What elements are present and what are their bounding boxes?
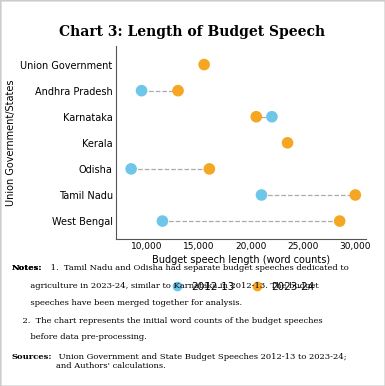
Point [258,192,264,198]
Text: Chart 3: Length of Budget Speech: Chart 3: Length of Budget Speech [59,25,326,39]
Point [253,113,259,120]
Legend: 2012-13, 2023-24: 2012-13, 2023-24 [163,278,318,296]
Y-axis label: Union Government/States: Union Government/States [6,80,16,206]
Text: Notes: 1.  Tamil Nadu and Odisha had separate budget speeches dedicated to: Notes: 1. Tamil Nadu and Odisha had sepa… [12,264,340,273]
Point [175,88,181,94]
Point [269,113,275,120]
Text: Notes:: Notes: [12,264,42,273]
Text: 2.  The chart represents the initial word counts of the budget speeches: 2. The chart represents the initial word… [12,317,322,325]
Point [128,166,134,172]
Text: before data pre-processing.: before data pre-processing. [12,333,146,341]
Text: Sources:: Sources: [12,353,52,361]
Text: speeches have been merged together for analysis.: speeches have been merged together for a… [12,299,242,307]
Point [139,88,145,94]
Point [352,192,358,198]
Text: agriculture in 2023-24, similar to Karnataka in 2012-13. The budget: agriculture in 2023-24, similar to Karna… [12,282,318,290]
Point [159,218,166,224]
Point [206,166,213,172]
Point [336,218,343,224]
Text: Notes:: Notes: [12,264,42,273]
Point [201,61,207,68]
Text: 1.  Tamil Nadu and Odisha had separate budget speeches dedicated to: 1. Tamil Nadu and Odisha had separate bu… [48,264,349,273]
X-axis label: Budget speech length (word counts): Budget speech length (word counts) [152,255,330,265]
Point [285,140,291,146]
Text: Union Government and State Budget Speeches 2012-13 to 2023-24;
and Authors' calc: Union Government and State Budget Speech… [56,353,346,371]
